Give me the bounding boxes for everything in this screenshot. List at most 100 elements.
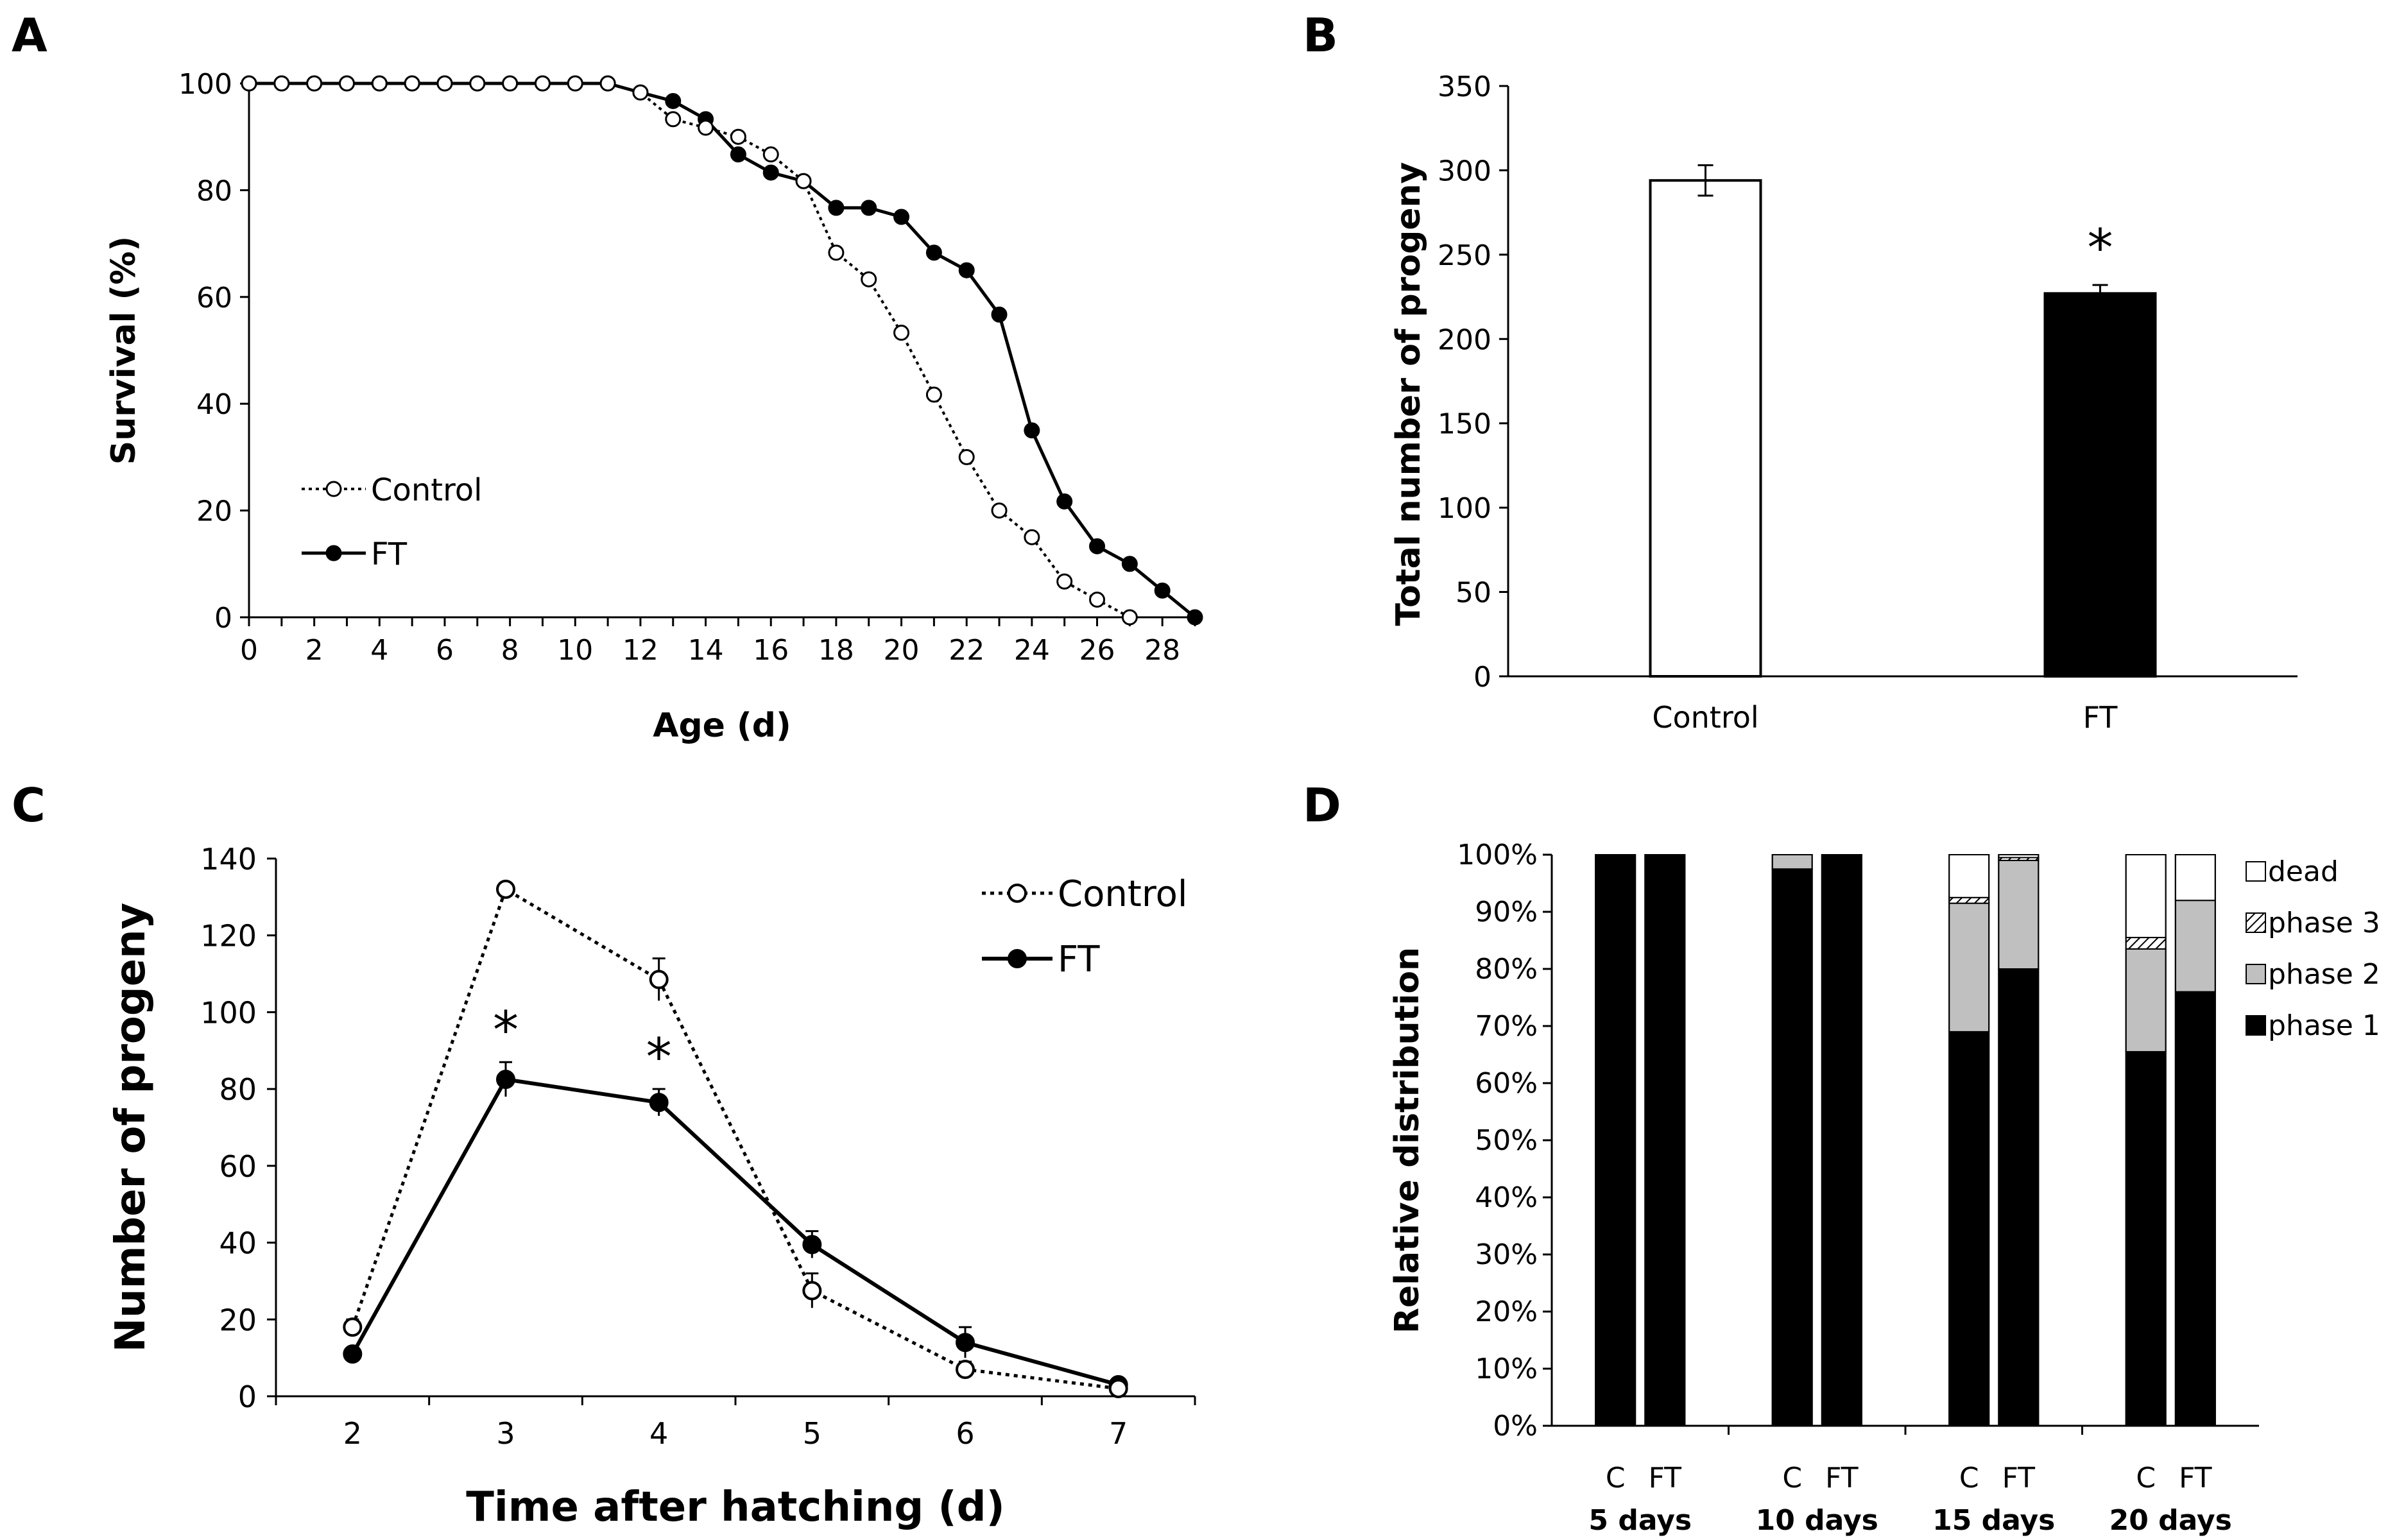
progeny-time-y-tick-label: 20	[219, 1303, 257, 1337]
progeny-time-x-tick-label: 3	[496, 1416, 515, 1451]
survival-x-tick-label: 24	[1014, 634, 1050, 667]
distribution-axes: 0% 10% 20% 30% 40% 50% 60% 70% 80% 90% 100%	[1457, 839, 2259, 1442]
progeny-time-ft-point	[802, 1235, 822, 1254]
group-label-15-days: 15 days	[1932, 1504, 2055, 1537]
bar-label-5d-c: C	[1606, 1462, 1626, 1494]
survival-x-tick-label: 16	[753, 634, 789, 667]
survival-ft-point	[1024, 422, 1040, 439]
distribution-segment-phase-3	[1948, 896, 1990, 904]
survival-legend-control-marker	[325, 481, 342, 497]
progeny-time-control-point	[956, 1360, 975, 1380]
bar-label-15d-c: C	[1959, 1462, 1979, 1494]
distribution-segment-phase-2	[2125, 948, 2167, 1053]
progeny-time-legend-control: Control	[1058, 873, 1187, 915]
distribution-segment-dead	[2125, 854, 2167, 939]
progeny-total-y-tick-label: 250	[1438, 239, 1491, 272]
bar-label-5d-ft: FT	[1649, 1462, 1682, 1494]
distribution-segment-phase-1	[1948, 1031, 1990, 1426]
survival-control-point	[730, 128, 746, 145]
survival-y-tick-label: 80	[196, 175, 232, 207]
survival-control-point	[404, 75, 420, 92]
distribution-segment-phase-1	[1771, 868, 1813, 1426]
distribution-bar-outline	[2174, 854, 2216, 1426]
distribution-y-tick-label: 70%	[1475, 1010, 1538, 1043]
survival-control-point	[1056, 573, 1073, 590]
survival-control-point	[241, 75, 257, 92]
survival-x-tick-label: 14	[688, 634, 724, 667]
distribution-segment-phase-1	[1998, 968, 2040, 1426]
progeny-time-y-axis-title: Number of progeny	[107, 903, 155, 1353]
distribution-y-tick-label: 100%	[1457, 839, 1538, 871]
distribution-y-tick-label: 0%	[1493, 1410, 1538, 1442]
progeny-time-ft-point	[649, 1093, 669, 1113]
distribution-segment-phase-1	[1821, 854, 1862, 1426]
distribution-segment-phase-2	[1998, 859, 2040, 970]
distribution-bar-outline	[1821, 854, 1862, 1426]
survival-ft-point	[730, 146, 746, 163]
distribution-bar-labels: C FT C FT C FT C FT	[1606, 1462, 2212, 1494]
survival-control-point	[632, 84, 649, 101]
survival-ft-point	[1121, 556, 1138, 572]
progeny-time-series	[343, 879, 1128, 1399]
distribution-bar-outline	[1948, 854, 1990, 1426]
survival-ft-point	[1056, 493, 1073, 509]
distribution-segment-phase-1	[1644, 854, 1686, 1426]
survival-control-point	[893, 325, 910, 341]
survival-ft-point	[1154, 582, 1171, 599]
survival-x-tick-label: 0	[240, 634, 258, 667]
distribution-segment-phase-2	[1948, 902, 1990, 1032]
progeny-time-axes: 0 20 40 60 80 100 120 140 2 3 4 5 6 7	[200, 842, 1196, 1451]
bar-label-20d-c: C	[2136, 1462, 2156, 1494]
progeny-time-y-tick-label: 140	[200, 842, 257, 877]
progeny-time-y-tick-label: 100	[200, 995, 257, 1030]
progeny-total-category-control: Control	[1652, 700, 1758, 735]
survival-control-point	[1024, 529, 1040, 545]
progeny-total-bar-ft	[2043, 292, 2157, 678]
survival-legend-ft-marker	[325, 545, 342, 561]
progeny-time-control-point	[343, 1317, 363, 1337]
panel-letter-d: D	[1303, 778, 1341, 832]
progeny-time-legend-ft-marker	[1008, 949, 1027, 968]
distribution-bar-outline	[1998, 854, 2040, 1426]
progeny-total-y-tick-label: 150	[1438, 408, 1491, 441]
survival-ft-point	[991, 306, 1008, 323]
progeny-time-y-tick-label: 0	[238, 1380, 257, 1414]
survival-y-tick-label: 40	[196, 388, 232, 421]
progeny-total-y-axis-title: Total number of progeny	[1389, 162, 1428, 626]
progeny-time-x-axis-title: Time after hatching (d)	[466, 1484, 1005, 1531]
progeny-time-x-tick-label: 5	[803, 1416, 821, 1451]
group-label-5-days: 5 days	[1588, 1504, 1692, 1537]
distribution-segment-dead	[1948, 854, 1990, 898]
distribution-y-axis-title: Relative distribution	[1388, 947, 1427, 1333]
survival-x-tick-label: 10	[557, 634, 593, 667]
progeny-time-ft-line	[350, 1077, 1119, 1387]
progeny-time-control-point	[1108, 1379, 1128, 1399]
progeny-total-y-tick-label: 200	[1438, 323, 1491, 356]
survival-x-tick-label: 22	[949, 634, 984, 667]
legend-phase-1: phase 1	[2268, 1009, 2380, 1042]
progeny-time-significance-day3: *	[493, 1000, 519, 1060]
panel-letter-a: A	[12, 8, 47, 62]
distribution-group-labels: 5 days 10 days 15 days 20 days	[1588, 1504, 2231, 1537]
distribution-bar-outline	[1644, 854, 1686, 1426]
bar-label-10d-ft: FT	[1825, 1462, 1859, 1494]
distribution-segment-phase-2	[1771, 854, 1813, 870]
survival-ft-point	[1187, 609, 1203, 626]
survival-y-axis-title: Survival (%)	[105, 236, 143, 465]
distribution-bar-outline	[2125, 854, 2167, 1426]
progeny-time-x-tick-label: 4	[649, 1416, 668, 1451]
distribution-y-tick-label: 20%	[1475, 1296, 1538, 1328]
progeny-time-y-tick-label: 40	[219, 1226, 257, 1261]
progeny-time-y-tick-label: 60	[219, 1149, 257, 1184]
progeny-total-y-tick-label: 100	[1438, 492, 1491, 525]
survival-ft-point	[762, 164, 779, 181]
survival-ft-point	[958, 262, 975, 278]
legend-phase-3: phase 3	[2268, 907, 2380, 939]
progeny-total-chart: 0 50 100 150 200 250 300 350 Total number of pr…	[1389, 71, 2298, 735]
distribution-bar-outline	[1595, 854, 1636, 1426]
survival-control-point	[698, 119, 714, 136]
survival-control-point	[861, 271, 877, 287]
survival-control-point	[371, 75, 388, 92]
